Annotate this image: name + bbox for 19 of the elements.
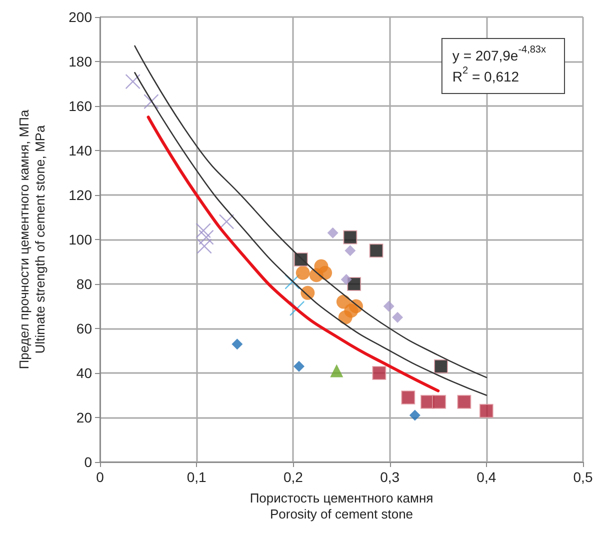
- y-tick-label: 160: [68, 98, 92, 114]
- y-tick-label: 40: [76, 365, 92, 381]
- x-axis-title: Пористость цементного камня Porosity of cement stone: [250, 490, 434, 522]
- y-tick-label: 180: [68, 54, 92, 70]
- y-tick-label: 20: [76, 410, 92, 426]
- x-tick-label: 0,1: [186, 469, 207, 485]
- y-tick-label: 0: [84, 454, 92, 470]
- y-axis-title: Предел прочности цементного камня, МПа Ultimate strength of cement stone, MPa: [16, 109, 48, 370]
- x-tick-label: 0,4: [476, 469, 496, 485]
- x-tick-label: 0: [96, 469, 104, 485]
- y-tick-label: 120: [68, 187, 92, 203]
- x-tick-label: 0,2: [283, 469, 304, 485]
- y-tick-label: 60: [76, 320, 92, 336]
- x-tick-label: 0,3: [380, 469, 400, 485]
- y-tick-label: 140: [68, 142, 92, 158]
- y-tick-label: 80: [76, 276, 92, 292]
- x-tick-label: 0,5: [573, 469, 593, 485]
- y-tick-label: 200: [68, 9, 92, 25]
- y-tick-label: 100: [68, 232, 92, 248]
